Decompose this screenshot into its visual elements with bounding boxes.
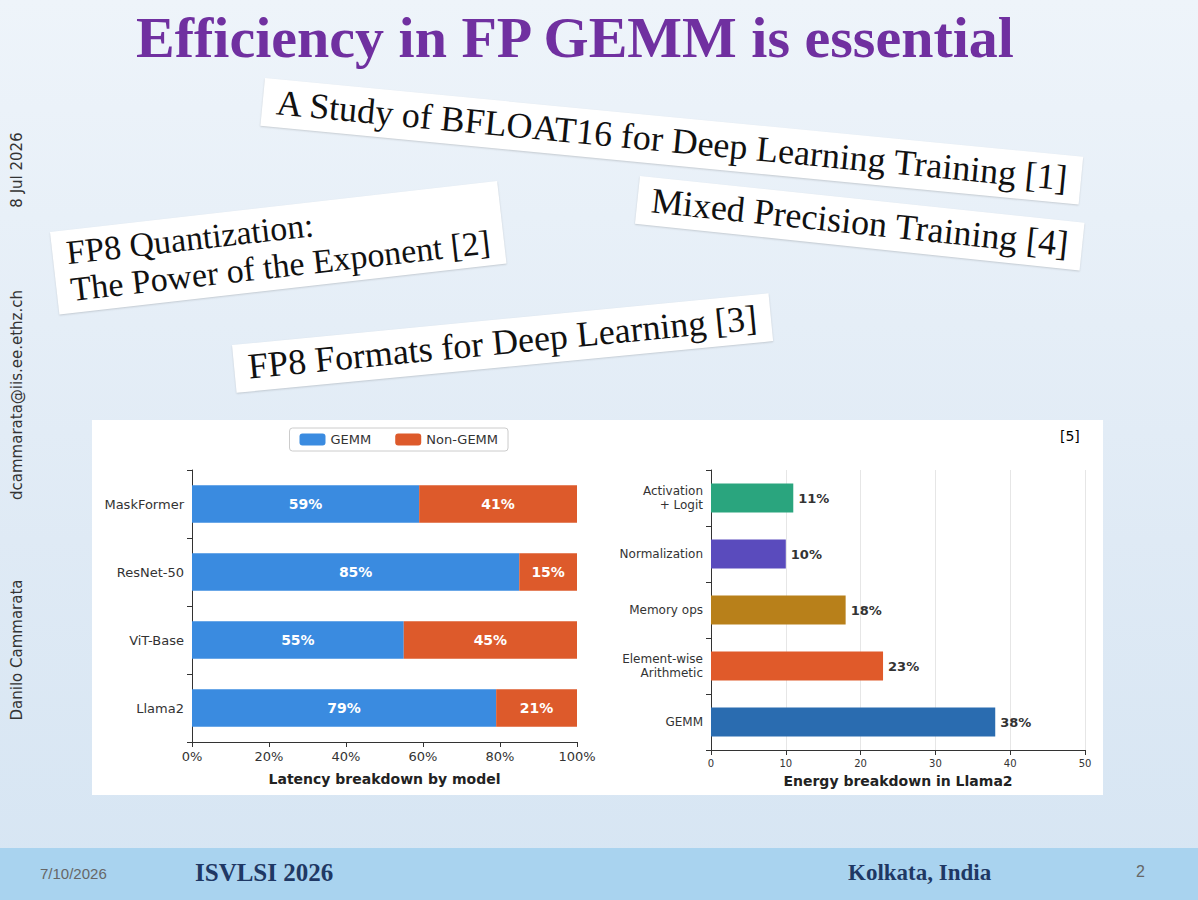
html-text:Efficiency in FP GEMM is essen: Efficiency in FP GEMM is essential (136, 5, 1014, 70)
html-text:dcammarata@iis.ee.ethz.ch: dcammarata@iis.ee.ethz.ch (8, 290, 26, 500)
svg-text:79%: 79% (327, 700, 361, 716)
svg-text:0: 0 (708, 758, 714, 769)
html-text:2: 2 (1136, 863, 1145, 880)
svg-text:20%: 20% (255, 749, 284, 764)
svg-text:GEMM: GEMM (665, 715, 703, 729)
svg-text:80%: 80% (486, 749, 515, 764)
svg-text:Normalization: Normalization (620, 547, 703, 561)
svg-text:Non-GEMM: Non-GEMM (426, 432, 498, 447)
svg-text:10: 10 (779, 758, 792, 769)
svg-text:Element-wise: Element-wise (622, 652, 703, 666)
svg-text:40%: 40% (332, 749, 361, 764)
svg-text:15%: 15% (531, 564, 565, 580)
svg-text:50: 50 (1079, 758, 1092, 769)
svg-text:60%: 60% (409, 749, 438, 764)
html-text:8 Jul 2026: 8 Jul 2026 (8, 132, 26, 208)
svg-text:30: 30 (929, 758, 942, 769)
svg-text:18%: 18% (851, 603, 882, 618)
svg-text:100%: 100% (558, 749, 595, 764)
html-text:FP8 Formats for Deep Learning: FP8 Formats for Deep Learning [3] (246, 297, 759, 387)
html-text:A Study of BFLOAT16 for Deep L: A Study of BFLOAT16 for Deep Learning Tr… (274, 82, 1069, 199)
svg-text:Memory ops: Memory ops (629, 603, 703, 617)
html-text:Danilo Cammarata: Danilo Cammarata (8, 579, 26, 721)
svg-text:MaskFormer: MaskFormer (104, 497, 184, 512)
svg-text:55%: 55% (281, 632, 315, 648)
svg-text:20: 20 (854, 758, 867, 769)
svg-text:Arithmetic: Arithmetic (641, 666, 704, 680)
svg-text:ResNet-50: ResNet-50 (117, 565, 184, 580)
html-text:FP8 Quantization:: FP8 Quantization: (64, 206, 316, 272)
svg-text:Energy breakdown in Llama2: Energy breakdown in Llama2 (783, 773, 1012, 789)
html-text:The Power of the Exponent [2]: The Power of the Exponent [2] (68, 223, 493, 309)
html-text:Kolkata, India: Kolkata, India (848, 860, 992, 885)
svg-text:11%: 11% (798, 491, 829, 506)
svg-text:59%: 59% (289, 496, 323, 512)
svg-text:Latency breakdown by model: Latency breakdown by model (269, 771, 501, 787)
svg-text:45%: 45% (474, 632, 508, 648)
html-text:[5]: [5] (1060, 428, 1080, 444)
html-text:7/10/2026: 7/10/2026 (40, 865, 107, 882)
svg-text:10%: 10% (791, 547, 822, 562)
svg-text:40: 40 (1004, 758, 1017, 769)
svg-text:85%: 85% (339, 564, 373, 580)
svg-text:38%: 38% (1000, 715, 1031, 730)
html-text:Mixed Precision Training [4]: Mixed Precision Training [4] (649, 180, 1071, 264)
svg-text:GEMM: GEMM (331, 432, 372, 447)
svg-text:ViT-Base: ViT-Base (129, 633, 184, 648)
svg-text:0%: 0% (182, 749, 203, 764)
html-text:ISVLSI 2026: ISVLSI 2026 (195, 859, 334, 886)
svg-text:+ Logit: + Logit (660, 498, 704, 512)
svg-text:23%: 23% (888, 659, 919, 674)
svg-text:41%: 41% (481, 496, 515, 512)
svg-text:Llama2: Llama2 (136, 701, 184, 716)
svg-text:Activation: Activation (643, 484, 703, 498)
svg-text:21%: 21% (520, 700, 554, 716)
